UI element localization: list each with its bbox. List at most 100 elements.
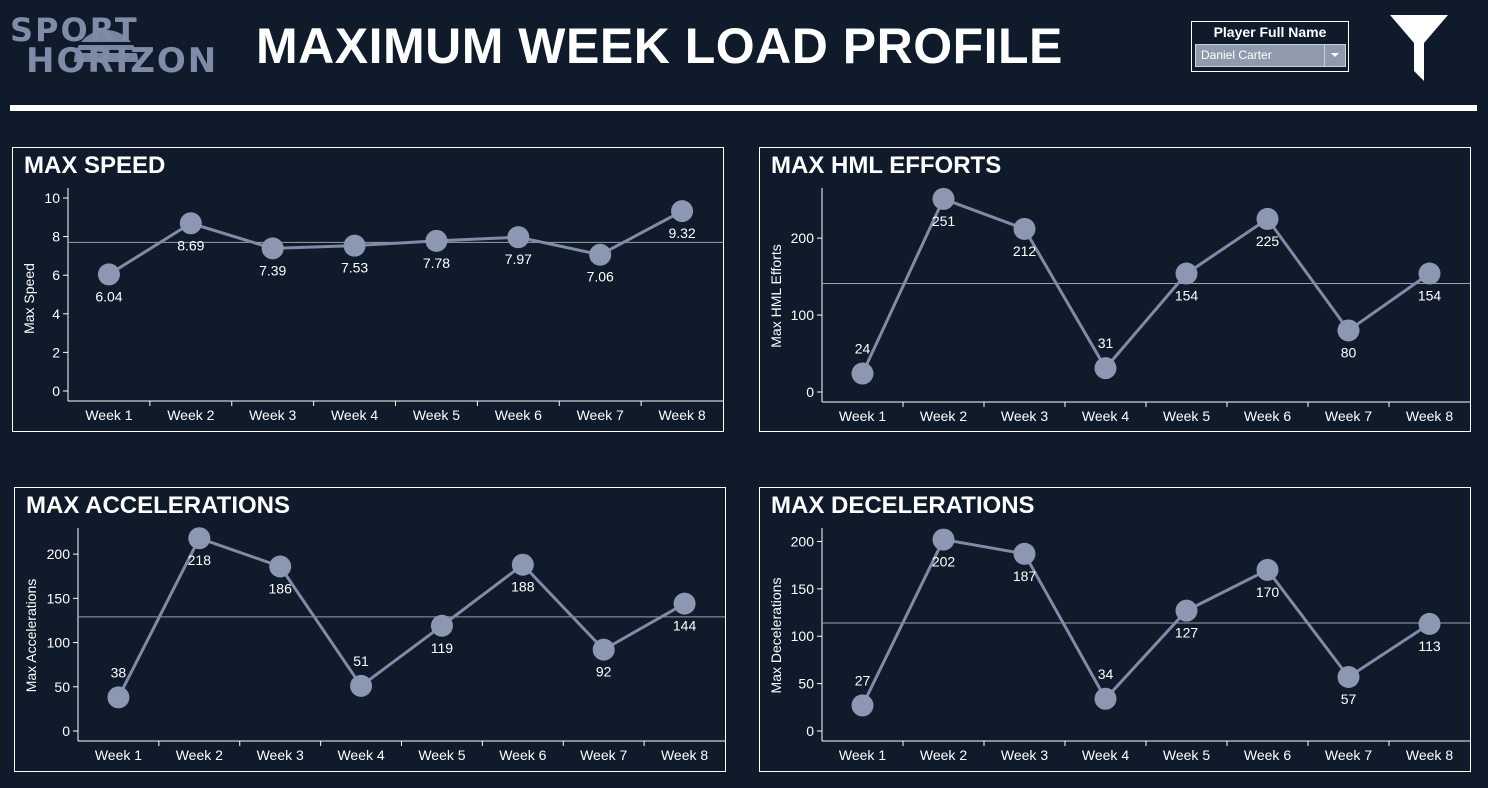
chevron-down-icon <box>1331 53 1339 57</box>
data-point-marker <box>1175 262 1198 285</box>
y-tick-label: 100 <box>791 628 815 644</box>
data-label: 6.04 <box>95 288 122 304</box>
data-point-marker <box>343 234 366 257</box>
x-tick-label: Week 4 <box>1082 747 1129 763</box>
y-tick-label: 2 <box>52 344 60 360</box>
panel-title-max-hml-efforts: MAX HML EFFORTS <box>771 152 1002 179</box>
logo-stripe <box>74 42 138 45</box>
data-point-marker <box>188 527 211 550</box>
data-point-marker <box>1256 207 1279 230</box>
sport-horizon-logo: SPORT HORIZON <box>8 12 243 82</box>
y-axis-title: Max Decelerations <box>768 578 784 694</box>
data-label: 7.39 <box>259 262 286 278</box>
data-label: 212 <box>1013 243 1037 259</box>
data-point-marker <box>851 694 874 717</box>
y-tick-label: 100 <box>47 635 71 651</box>
data-label: 119 <box>431 640 454 656</box>
data-point-marker <box>932 187 955 210</box>
player-filter: Player Full Name Daniel Carter <box>1191 21 1349 72</box>
panel-max-decelerations: MAX DECELERATIONS 0 50 100 150 200 Max Decele… <box>759 487 1471 772</box>
x-tick-label: Week 1 <box>839 408 886 424</box>
logo-text-top: SPORT <box>10 11 139 49</box>
data-point-marker <box>671 200 694 223</box>
x-tick-label: Week 6 <box>495 407 542 423</box>
x-tick-label: Week 3 <box>249 407 296 423</box>
data-point-marker <box>592 638 615 661</box>
data-label: 38 <box>111 664 127 680</box>
data-label: 154 <box>1418 288 1442 304</box>
series-line <box>117 536 686 699</box>
player-filter-label: Player Full Name <box>1213 24 1327 40</box>
panel-max-accelerations: MAX ACCELERATIONS 0 50 100 150 200 Max Accele… <box>14 487 726 772</box>
x-tick-label: Week 3 <box>257 747 304 763</box>
data-label: 31 <box>1098 335 1114 351</box>
x-tick-label: Week 5 <box>418 747 465 763</box>
data-point-marker <box>1013 542 1036 565</box>
player-select-dropdown-button[interactable] <box>1324 45 1345 66</box>
filter-funnel-icon[interactable] <box>1388 13 1458 83</box>
panel-title-max-accelerations: MAX ACCELERATIONS <box>26 492 290 519</box>
y-tick-label: 200 <box>47 546 71 562</box>
data-label: 218 <box>188 552 212 568</box>
y-tick-label: 10 <box>44 190 60 206</box>
panel-max-speed: MAX SPEED 0 2 4 6 8 10 Max Speed Week 1 Week 2 We… <box>12 147 724 432</box>
x-tick-label: Week 8 <box>1406 747 1453 763</box>
y-tick-label: 8 <box>52 229 60 245</box>
data-label: 7.53 <box>341 260 368 276</box>
x-tick-label: Week 8 <box>1406 408 1453 424</box>
data-label: 187 <box>1013 568 1037 584</box>
series-line <box>861 197 1431 375</box>
data-point-marker <box>1175 599 1198 622</box>
x-tick-label: Week 2 <box>920 747 967 763</box>
x-tick-label: Week 7 <box>1325 747 1372 763</box>
data-point-marker <box>107 686 130 709</box>
x-tick-label: Week 7 <box>580 747 627 763</box>
data-point-marker <box>1094 357 1117 380</box>
data-point-marker <box>425 229 448 252</box>
data-label: 188 <box>511 579 535 595</box>
data-label: 202 <box>932 554 956 570</box>
data-point-marker <box>1337 319 1360 342</box>
x-tick-label: Week 4 <box>1082 408 1129 424</box>
panel-max-hml-efforts: MAX HML EFFORTS 0 100 200 Max HML Efforts We… <box>759 147 1471 432</box>
x-tick-label: Week 6 <box>1244 408 1291 424</box>
series-line <box>861 537 1431 707</box>
data-point-marker <box>589 243 612 266</box>
data-point-marker <box>673 592 696 615</box>
data-label: 225 <box>1256 233 1280 249</box>
chart-max-hml-efforts: 0 100 200 Max HML Efforts Week 1 Week 2 Week 3… <box>768 187 1470 424</box>
data-label: 92 <box>596 664 612 680</box>
x-tick-label: Week 2 <box>176 747 223 763</box>
y-tick-label: 200 <box>791 533 815 549</box>
y-axis-title: Max Accelerations <box>23 579 39 693</box>
data-point-marker <box>1256 558 1279 581</box>
y-tick-label: 50 <box>798 676 814 692</box>
x-tick-label: Week 4 <box>331 407 378 423</box>
data-point-marker <box>350 674 373 697</box>
data-label: 144 <box>673 618 697 634</box>
data-label: 7.78 <box>423 255 450 271</box>
panel-title-max-decelerations: MAX DECELERATIONS <box>771 492 1035 519</box>
data-label: 127 <box>1175 625 1199 641</box>
x-tick-label: Week 2 <box>920 408 967 424</box>
y-tick-label: 0 <box>806 723 814 739</box>
data-point-marker <box>261 237 284 260</box>
data-label: 186 <box>269 580 293 596</box>
data-label: 8.69 <box>177 237 204 253</box>
data-label: 57 <box>1341 691 1357 707</box>
data-point-marker <box>269 555 292 578</box>
x-tick-label: Week 5 <box>1163 408 1210 424</box>
player-select[interactable]: Daniel Carter <box>1195 44 1346 67</box>
chart-max-accelerations: 0 50 100 150 200 Max Accelerations Week 1 Week … <box>23 527 725 763</box>
x-tick-label: Week 3 <box>1001 747 1048 763</box>
data-point-marker <box>1094 687 1117 710</box>
y-tick-label: 6 <box>52 267 60 283</box>
data-label: 170 <box>1256 584 1280 600</box>
y-tick-label: 0 <box>806 384 814 400</box>
y-tick-label: 100 <box>791 307 815 323</box>
data-label: 80 <box>1341 344 1357 360</box>
y-tick-label: 4 <box>52 306 60 322</box>
data-point-marker <box>179 212 202 235</box>
logo-text-bottom: HORIZON <box>26 41 219 81</box>
x-tick-label: Week 7 <box>1325 408 1372 424</box>
